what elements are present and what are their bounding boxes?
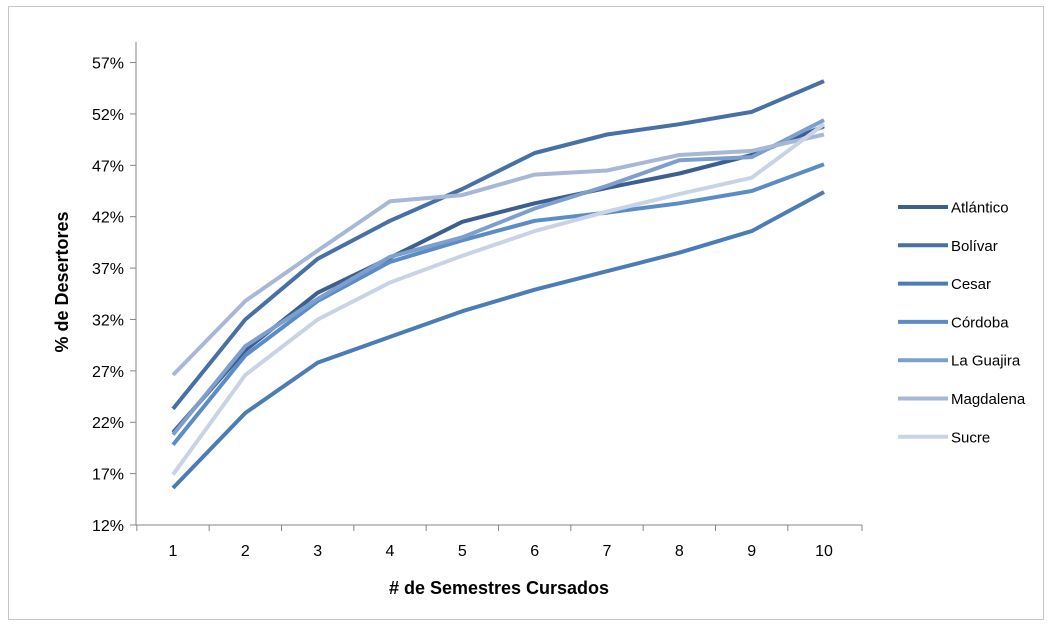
series-line-4: [171, 162, 825, 447]
series-line-7: [171, 122, 826, 476]
legend-label: Magdalena: [951, 391, 1026, 408]
y-axis-title: % de Desertores: [52, 211, 72, 352]
series-line-2: [171, 79, 825, 411]
legend-label: Sucre: [951, 429, 990, 446]
legend-entry: Bolívar: [898, 238, 998, 255]
x-tick-label: 1: [169, 543, 178, 560]
x-tick-label: 9: [747, 543, 756, 560]
series-line-3: [171, 190, 825, 490]
x-tick-label: 5: [458, 543, 467, 560]
y-tick-label: 32%: [92, 312, 124, 329]
y-tick-label: 17%: [92, 467, 124, 484]
legend-entry: Córdoba: [898, 314, 1009, 331]
x-tick-label: 3: [313, 543, 322, 560]
series-layer: [171, 79, 826, 490]
legend: Atlántico Bolívar Cesar Córdoba La Guajira Ma…: [898, 200, 1026, 446]
legend-label: Cesar: [951, 276, 991, 293]
y-tick-label: 42%: [92, 210, 124, 227]
chart-frame: [8, 6, 1044, 620]
y-tick-label: 57%: [92, 56, 124, 73]
x-tick-label: 2: [241, 543, 250, 560]
y-tick-label: 47%: [92, 158, 124, 175]
x-tick-label: 6: [530, 543, 539, 560]
x-tick-label: 7: [603, 543, 612, 560]
legend-entry: Magdalena: [898, 391, 1026, 408]
series-line-6: [171, 132, 825, 377]
legend-label: La Guajira: [951, 353, 1021, 370]
legend-entry: La Guajira: [898, 353, 1021, 370]
legend-entry: Cesar: [898, 276, 991, 293]
x-axis: 1 2 3 4 5 6 7 8 9 10: [136, 524, 863, 560]
legend-entry: Sucre: [898, 429, 990, 446]
x-axis-title: # de Semestres Cursados: [389, 578, 609, 598]
x-tick-label: 8: [675, 543, 684, 560]
legend-entry: Atlántico: [898, 200, 1009, 217]
y-tick-label: 22%: [92, 415, 124, 432]
legend-label: Atlántico: [951, 200, 1009, 217]
y-axis: 12% 17% 22% 27% 32% 37% 42% 47% 52% 57%: [92, 42, 137, 535]
series-line-5: [171, 118, 825, 436]
legend-label: Córdoba: [951, 314, 1009, 331]
x-tick-label: 10: [815, 543, 833, 560]
legend-label: Bolívar: [951, 238, 998, 255]
x-tick-label: 4: [386, 543, 395, 560]
y-tick-label: 37%: [92, 261, 124, 278]
y-tick-label: 27%: [92, 364, 124, 381]
y-tick-label: 52%: [92, 107, 124, 124]
y-tick-label: 12%: [92, 518, 124, 535]
